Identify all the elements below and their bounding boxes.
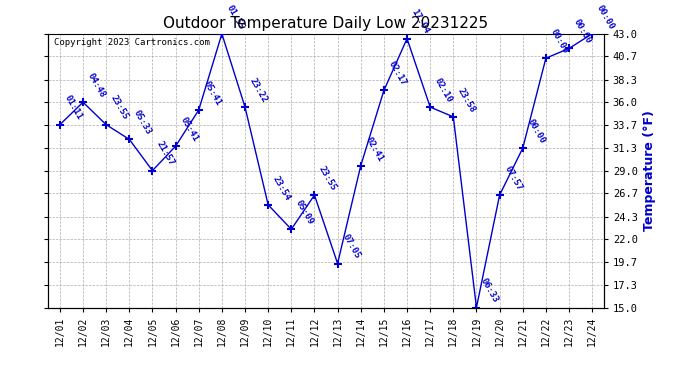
Title: Outdoor Temperature Daily Low 20231225: Outdoor Temperature Daily Low 20231225 — [164, 16, 489, 31]
Text: 07:57: 07:57 — [502, 164, 524, 192]
Text: 21:57: 21:57 — [155, 140, 177, 168]
Text: 04:48: 04:48 — [86, 72, 107, 99]
Y-axis label: Temperature (°F): Temperature (°F) — [643, 110, 656, 231]
Text: 00:00: 00:00 — [526, 117, 546, 145]
Text: 23:58: 23:58 — [456, 86, 477, 114]
Text: 00:00: 00:00 — [549, 27, 570, 55]
Text: 23:55: 23:55 — [109, 94, 130, 122]
Text: 17:04: 17:04 — [410, 8, 431, 36]
Text: 05:41: 05:41 — [201, 79, 223, 107]
Text: 02:10: 02:10 — [433, 76, 454, 104]
Text: 02:41: 02:41 — [364, 135, 385, 163]
Text: 07:05: 07:05 — [340, 233, 362, 261]
Text: 06:33: 06:33 — [480, 277, 500, 304]
Text: 00:00: 00:00 — [572, 18, 593, 45]
Text: 05:33: 05:33 — [132, 109, 153, 136]
Text: 01:55: 01:55 — [225, 3, 246, 31]
Text: 01:11: 01:11 — [63, 94, 84, 122]
Text: 23:22: 23:22 — [248, 76, 269, 104]
Text: Copyright 2023 Cartronics.com: Copyright 2023 Cartronics.com — [54, 38, 210, 47]
Text: 05:09: 05:09 — [294, 199, 315, 226]
Text: 23:54: 23:54 — [271, 174, 292, 202]
Text: 23:55: 23:55 — [317, 164, 339, 192]
Text: 02:17: 02:17 — [386, 60, 408, 87]
Text: 00:00: 00:00 — [595, 3, 616, 31]
Text: 05:41: 05:41 — [179, 116, 199, 143]
